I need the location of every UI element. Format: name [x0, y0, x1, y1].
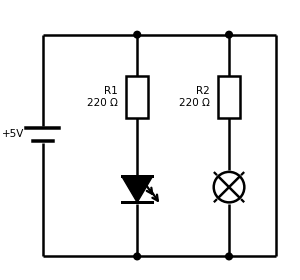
- Polygon shape: [122, 176, 152, 202]
- Circle shape: [226, 31, 232, 38]
- Text: R1
220 Ω: R1 220 Ω: [87, 86, 118, 108]
- Text: R2
220 Ω: R2 220 Ω: [179, 86, 209, 108]
- Bar: [126, 76, 148, 118]
- Circle shape: [134, 31, 140, 38]
- Text: +5V: +5V: [2, 129, 25, 139]
- Circle shape: [134, 253, 140, 260]
- Bar: [218, 76, 240, 118]
- Circle shape: [226, 253, 232, 260]
